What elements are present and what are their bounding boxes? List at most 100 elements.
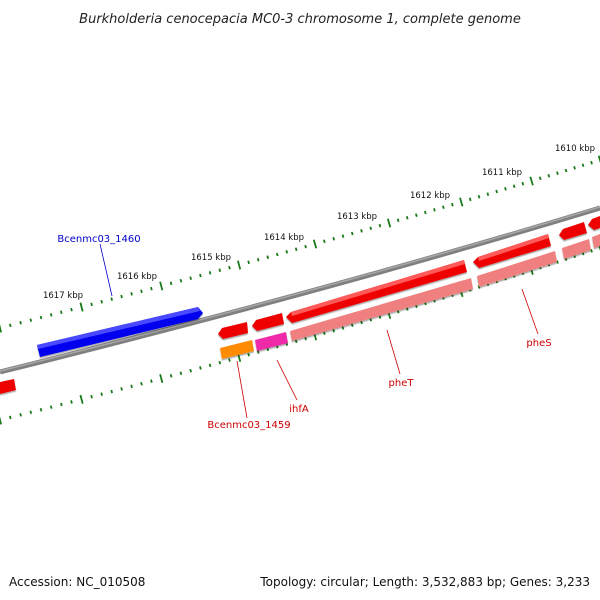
inner-ring-minor-tick [100, 392, 103, 396]
map-title: Burkholderia cenocepacia MC0-3 chromosom… [79, 12, 521, 27]
outer-ring-minor-tick [590, 160, 593, 165]
outer-ring-minor-tick [573, 166, 576, 170]
tick-label-1613: 1613 kbp [337, 212, 377, 222]
outer-ring-minor-tick [60, 310, 63, 315]
inner-ring-minor-tick [169, 374, 173, 378]
backbone [0, 205, 600, 375]
inner-ring-minor-tick [247, 352, 250, 357]
outer-ring-minor-tick [189, 276, 192, 280]
outer-ring-minor-tick [247, 260, 250, 265]
cds-right-1[interactable] [562, 239, 591, 259]
inner-ring-minor-tick [49, 405, 53, 409]
outer-ring-minor-tick [504, 187, 507, 191]
gene-red-right-edge[interactable] [588, 216, 600, 230]
inner-ring-minor-tick [90, 394, 93, 399]
inner-ring-minor-tick [218, 360, 222, 365]
outer-ring-major-tick [0, 324, 2, 333]
inner-ring-minor-tick [9, 415, 12, 420]
outer-ring-minor-tick [266, 255, 270, 259]
outer-ring-minor-tick [228, 265, 231, 270]
inner-ring-minor-tick [323, 331, 326, 336]
outer-ring-minor-tick [521, 181, 525, 186]
inner-ring-minor-tick [350, 323, 354, 328]
inner-ring-minor-tick [140, 381, 143, 386]
leader-bcenmc03-1459 [236, 360, 248, 419]
outer-ring-major-tick [159, 281, 164, 291]
gene-red-left-edge[interactable] [0, 379, 16, 394]
outer-ring-minor-tick [285, 250, 289, 254]
inner-ring-minor-tick [396, 309, 400, 314]
outer-ring-major-tick [459, 197, 464, 207]
outer-ring-minor-tick [90, 302, 93, 307]
gene-bcenmc03-1460[interactable] [37, 307, 203, 357]
outer-ring-major-tick [529, 176, 534, 186]
outer-ring-minor-tick [451, 202, 454, 207]
outer-ring-minor-tick [39, 315, 43, 320]
gene-red-small-2[interactable] [252, 313, 284, 331]
outer-ring-minor-tick [100, 299, 103, 304]
inner-ring-minor-tick [150, 379, 153, 383]
outer-ring-major-tick [386, 218, 392, 228]
cds-phet[interactable] [290, 278, 473, 341]
inner-ring-minor-tick [189, 368, 192, 373]
tick-label-1615: 1615 kbp [191, 253, 231, 263]
inner-ring-major-tick [0, 416, 2, 425]
inner-ring-minor-tick [199, 366, 202, 370]
outer-ring-minor-tick [9, 323, 12, 328]
inner-ring-minor-tick [29, 410, 33, 415]
outer-ring-minor-tick [433, 208, 436, 212]
outer-ring-minor-tick [424, 210, 427, 215]
outer-ring-minor-tick [256, 257, 260, 262]
inner-ring-minor-tick [556, 260, 559, 264]
gene-red-small-1[interactable] [218, 322, 248, 339]
inner-ring-minor-tick [60, 402, 63, 407]
label-bcenmc03-1460: Bcenmc03_1460 [57, 234, 140, 245]
label-ihfa: ihfA [289, 404, 309, 415]
inner-ring-minor-tick [19, 413, 22, 417]
gene-red-small-3[interactable] [559, 222, 587, 240]
outer-ring-minor-tick [140, 289, 143, 294]
outer-ring-minor-tick [120, 294, 123, 299]
outer-ring-minor-tick [350, 231, 354, 236]
outer-ring-minor-tick [369, 226, 373, 231]
outer-ring-minor-tick [512, 184, 516, 189]
tick-label-1617: 1617 kbp [43, 291, 83, 301]
outer-ring-minor-tick [405, 215, 409, 220]
cds-ihfa[interactable] [255, 332, 288, 351]
inner-ring-minor-tick [120, 387, 123, 391]
leader-phet [386, 329, 401, 375]
cds-bcenmc03-1459[interactable] [220, 340, 254, 359]
tick-label-1616: 1616 kbp [117, 272, 157, 282]
outer-ring-minor-tick [378, 223, 382, 228]
gene-red-long-1[interactable] [286, 260, 467, 323]
leader-phes [521, 288, 539, 335]
outer-ring-major-tick [237, 260, 242, 270]
inner-ring-minor-tick [332, 328, 335, 333]
tick-label-1611: 1611 kbp [482, 168, 522, 178]
inner-ring-minor-tick [130, 384, 133, 389]
outer-ring-minor-tick [150, 286, 153, 291]
outer-ring-minor-tick [323, 239, 326, 244]
outer-ring-minor-tick [29, 318, 33, 322]
inner-ring-minor-tick [590, 248, 593, 253]
outer-ring-minor-tick [477, 194, 481, 199]
outer-ring-minor-tick [275, 252, 279, 257]
outer-ring-minor-tick [341, 234, 345, 238]
outer-ring-minor-tick [70, 307, 73, 312]
inner-ring-major-tick [79, 394, 84, 404]
outer-ring-minor-tick [415, 213, 418, 217]
outer-ring-minor-tick [130, 292, 133, 296]
cds-phes[interactable] [477, 251, 557, 287]
inner-ring-minor-tick [266, 347, 270, 352]
inner-ring-minor-tick [70, 400, 73, 404]
outer-ring-major-tick [597, 155, 600, 164]
tick-label-1614: 1614 kbp [264, 233, 304, 243]
outer-ring-minor-tick [556, 171, 559, 175]
gene-red-long-2[interactable] [473, 234, 551, 268]
outer-ring-minor-tick [208, 271, 212, 275]
cds-right-2[interactable] [592, 234, 600, 248]
outer-ring-minor-tick [564, 168, 568, 173]
outer-ring-minor-tick [294, 247, 298, 252]
outer-ring-minor-tick [581, 163, 585, 168]
